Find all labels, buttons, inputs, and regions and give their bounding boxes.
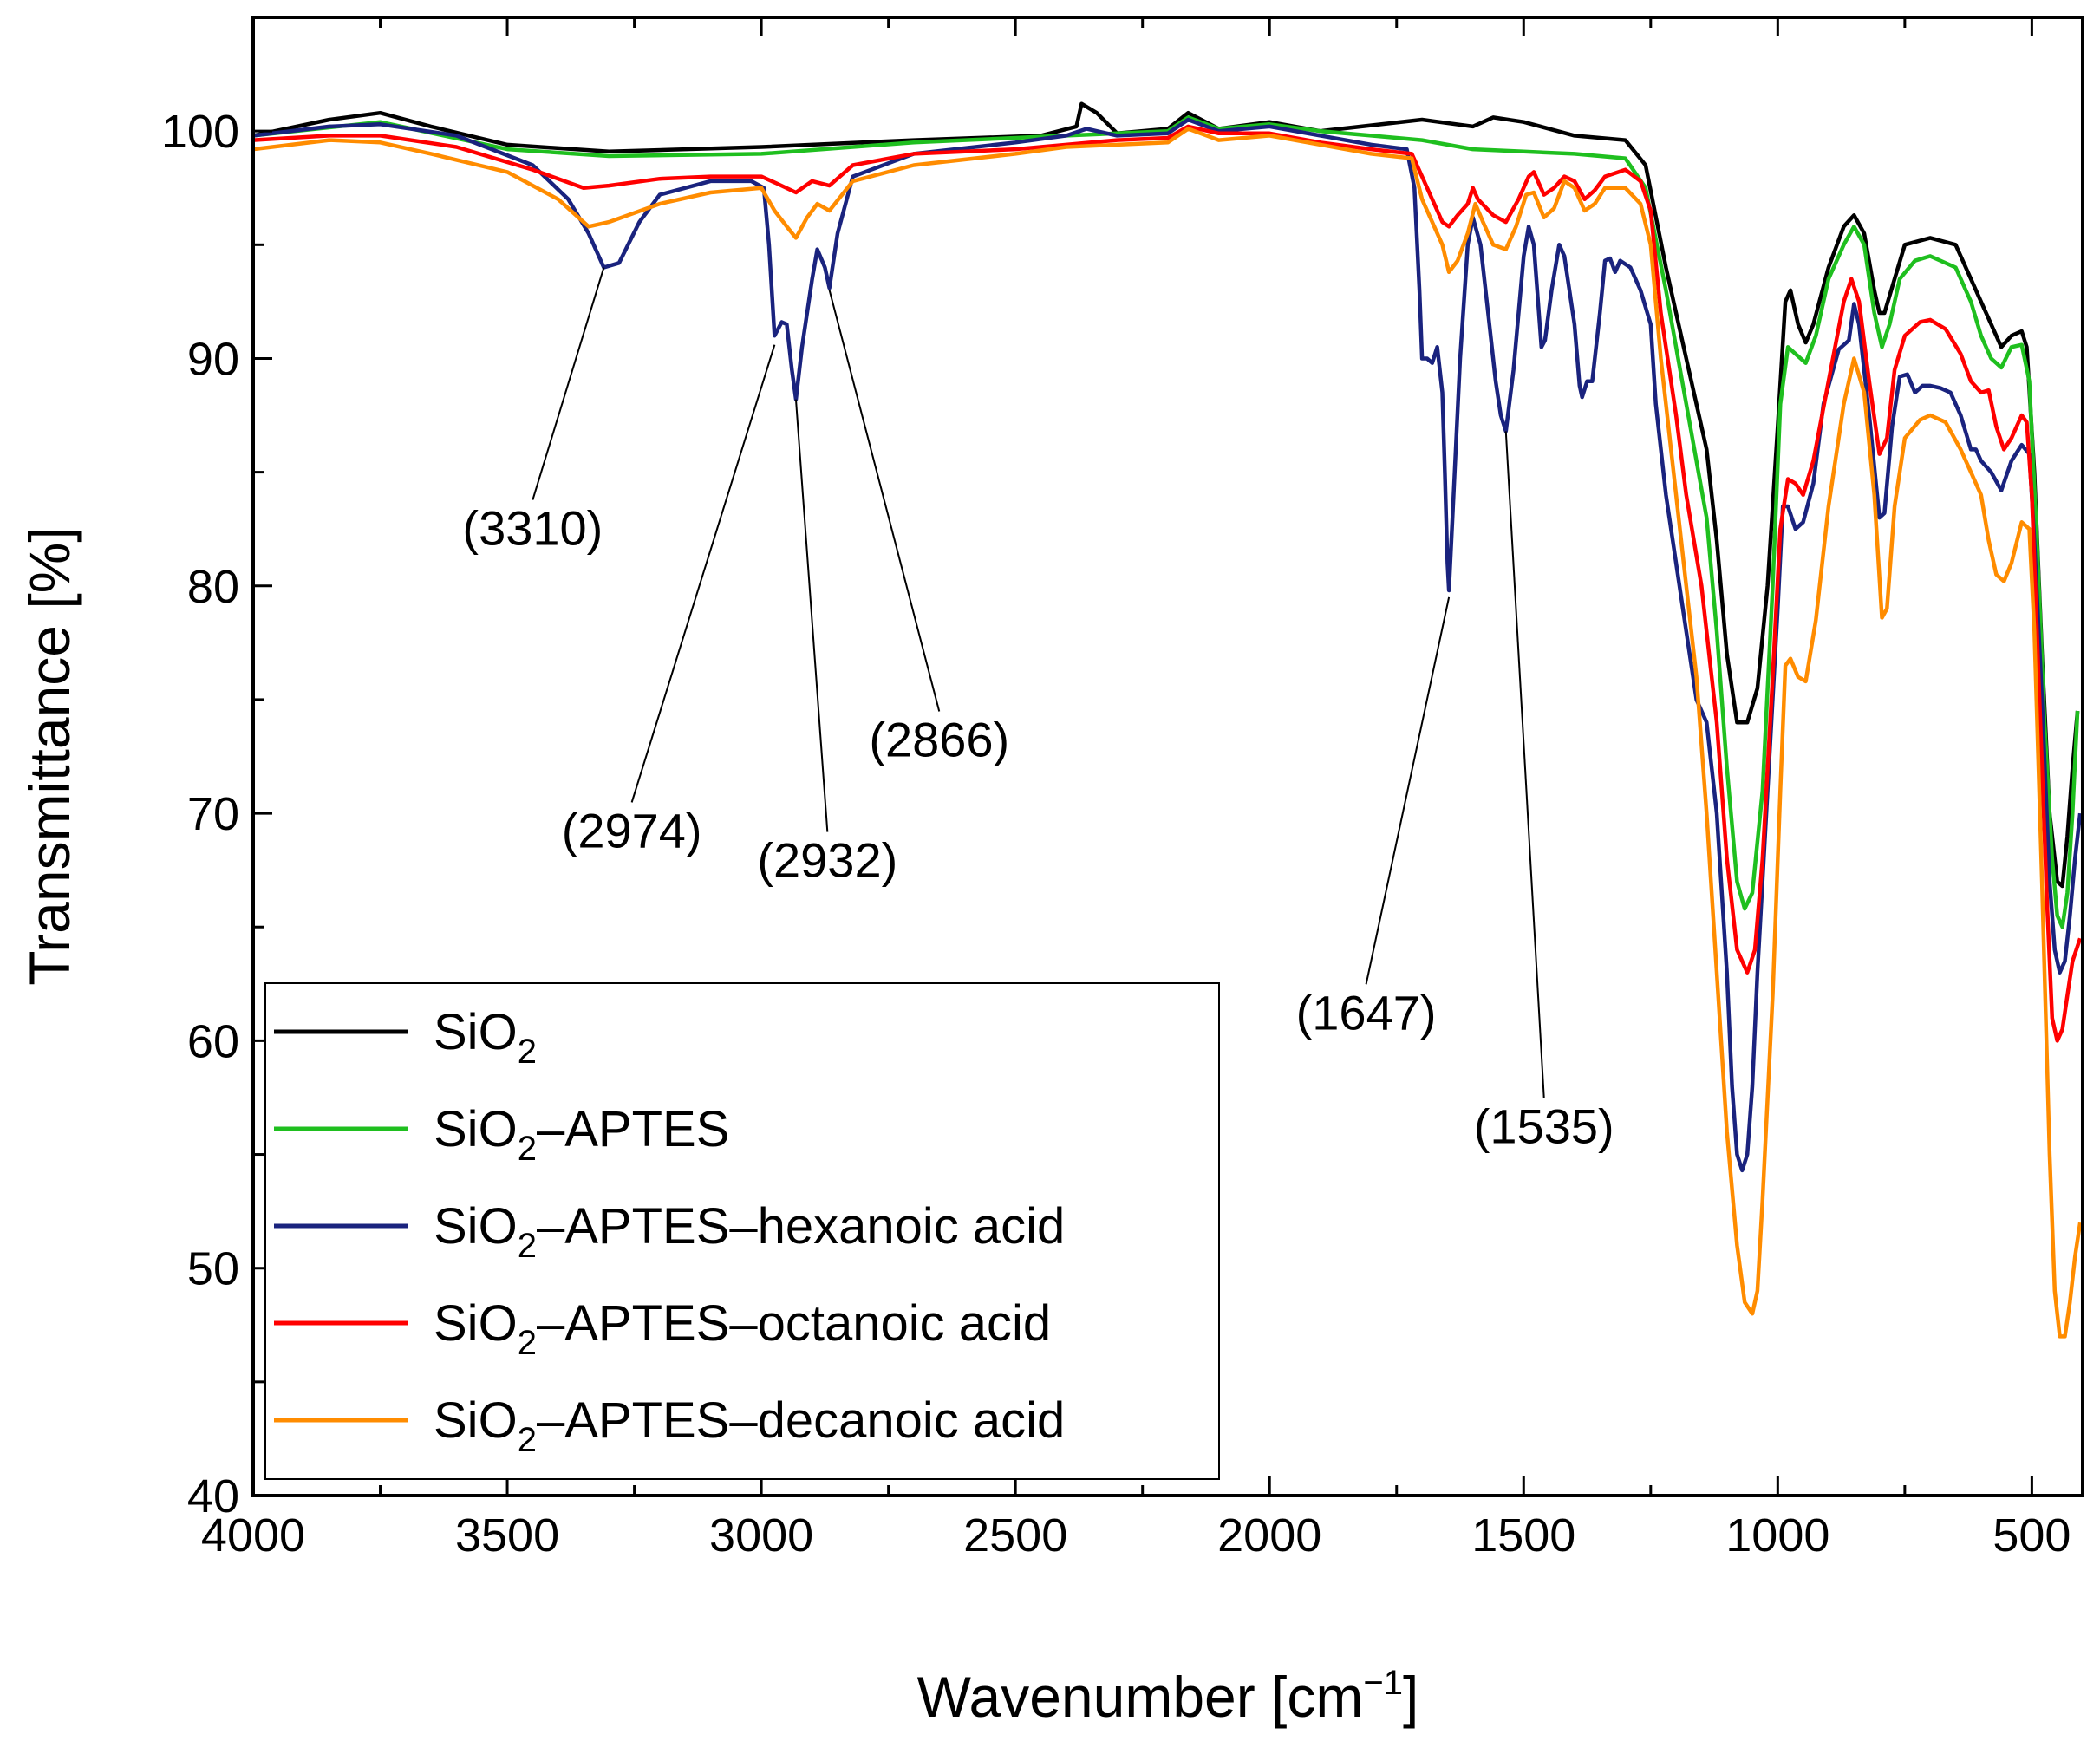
legend-label: SiO2 (434, 1004, 537, 1071)
legend-label: SiO2–APTES–octanoic acid (434, 1295, 1051, 1362)
plot-frame (251, 16, 2084, 1497)
ticklabel-layer: 4000 3500 3000 2500 2000 1500 1000 500 40 50 60 70 8… (161, 106, 2071, 1561)
x-axis-title: Wavenumber [cm−1] (917, 1664, 1419, 1729)
annotation-layer: (3310) (2974) (2932) (2866) (1647) (1535) (462, 267, 1614, 1153)
y-tick-label: 80 (187, 561, 239, 613)
x-tick-label: 1500 (1471, 1509, 1575, 1561)
series-line (253, 127, 2083, 1339)
series-line (253, 124, 2083, 1043)
y-tick-label: 90 (187, 333, 239, 385)
x-tick-label: 3000 (709, 1509, 813, 1561)
annotation-leader-line (532, 267, 605, 500)
annotation-leader-line (794, 399, 829, 832)
x-tick-label: 3500 (455, 1509, 559, 1561)
peak-annotation-label: (2974) (562, 803, 702, 857)
peak-annotation-label: (3310) (462, 501, 603, 556)
peak-annotation-label: (1647) (1296, 985, 1437, 1040)
peak-annotation-label: (2932) (757, 833, 897, 888)
y-tick-label: 50 (187, 1243, 239, 1295)
series-line (253, 117, 2083, 1173)
series-line (253, 101, 2080, 889)
x-tick-label: 4000 (201, 1509, 305, 1561)
x-tick-label: 1000 (1725, 1509, 1829, 1561)
y-axis-title: Transmittance [%] (17, 526, 82, 985)
series-line (253, 115, 2080, 929)
legend-label: SiO2–APTES–hexanoic acid (434, 1198, 1065, 1265)
x-tick-label: 2000 (1217, 1509, 1321, 1561)
x-tick-label: 2500 (963, 1509, 1067, 1561)
y-tick-label: 40 (187, 1470, 239, 1522)
legend: SiO2 SiO2–APTES SiO2–APTES–hexanoic acid Si… (264, 982, 1220, 1480)
annotation-leader-line (630, 344, 776, 803)
legend-label: SiO2–APTES–decanoic acid (434, 1392, 1065, 1459)
peak-annotation-label: (1535) (1474, 1098, 1614, 1153)
tick-layer (251, 16, 2033, 1497)
legend-box (264, 982, 1220, 1480)
peak-annotation-label: (2866) (869, 713, 1009, 767)
y-tick-label: 100 (161, 106, 239, 158)
y-tick-label: 70 (187, 788, 239, 840)
annotation-leader-line (1365, 596, 1451, 985)
annotation-leader-line (828, 290, 941, 712)
annotation-leader-line (1504, 431, 1545, 1098)
y-tick-label: 60 (187, 1015, 239, 1067)
x-tick-label: 500 (1992, 1509, 2071, 1561)
legend-label: SiO2–APTES (434, 1101, 729, 1168)
series-layer (253, 101, 2083, 1339)
